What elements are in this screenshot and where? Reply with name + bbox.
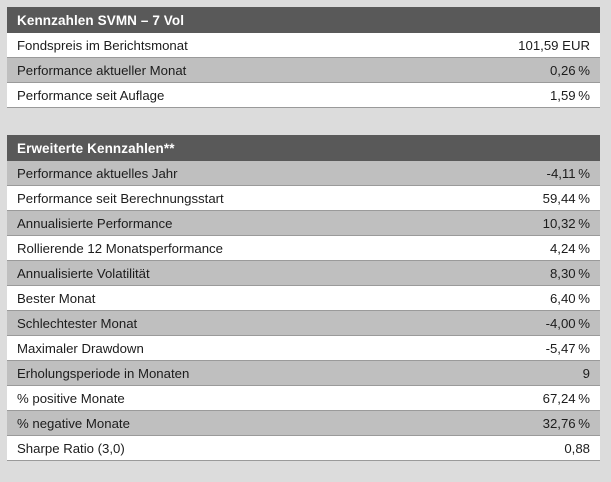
row-value: 4,24 % [549, 240, 590, 256]
table-row: Annualisierte Performance 10,32 % [7, 211, 600, 236]
row-value: 0,88 [564, 440, 590, 456]
table-row: % positive Monate 67,24 % [7, 386, 600, 411]
row-value: -4,11 % [546, 165, 590, 181]
table-row: Performance aktueller Monat 0,26 % [7, 58, 600, 83]
table-row: Fondspreis im Berichtsmonat 101,59 EUR [7, 33, 600, 58]
row-value: -5,47 % [545, 340, 590, 356]
table-row: Performance seit Berechnungsstart 59,44 % [7, 186, 600, 211]
row-label: Annualisierte Volatilität [17, 265, 150, 281]
row-label: Performance aktuelles Jahr [17, 165, 178, 181]
row-value: 67,24 % [542, 390, 590, 406]
row-label: Performance aktueller Monat [17, 62, 187, 78]
row-label: Maximaler Drawdown [17, 340, 144, 356]
row-label: Sharpe Ratio (3,0) [17, 440, 125, 456]
erweiterte-kennzahlen-table: Erweiterte Kennzahlen** Performance aktu… [7, 135, 600, 461]
table-row: Rollierende 12 Monatsperformance 4,24 % [7, 236, 600, 261]
row-label: Fondspreis im Berichtsmonat [17, 37, 188, 53]
row-value: 0,26 % [549, 62, 590, 78]
row-label: Annualisierte Performance [17, 215, 173, 231]
row-value: 1,59 % [549, 87, 590, 103]
row-label: % negative Monate [17, 415, 130, 431]
row-label: % positive Monate [17, 390, 125, 406]
row-value: 32,76 % [542, 415, 590, 431]
table-row: Sharpe Ratio (3,0) 0,88 [7, 436, 600, 461]
row-value: 101,59 EUR [518, 37, 590, 53]
row-value: 59,44 % [542, 190, 590, 206]
table-row: Maximaler Drawdown -5,47 % [7, 336, 600, 361]
table-row: Erholungsperiode in Monaten 9 [7, 361, 600, 386]
row-value: 9 [582, 365, 590, 381]
row-value: 6,40 % [549, 290, 590, 306]
row-value: 10,32 % [542, 215, 590, 231]
row-label: Performance seit Berechnungsstart [17, 190, 224, 206]
row-label: Performance seit Auflage [17, 87, 165, 103]
table-row: % negative Monate 32,76 % [7, 411, 600, 436]
row-label: Rollierende 12 Monatsperformance [17, 240, 223, 256]
row-label: Erholungsperiode in Monaten [17, 365, 190, 381]
table-row: Annualisierte Volatilität 8,30 % [7, 261, 600, 286]
table-row: Schlechtester Monat -4,00 % [7, 311, 600, 336]
kennzahlen-table-rows: Fondspreis im Berichtsmonat 101,59 EUR Per… [7, 33, 600, 108]
erweiterte-kennzahlen-table-rows: Performance aktuelles Jahr -4,11 % Perform… [7, 161, 600, 461]
row-label: Schlechtester Monat [17, 315, 138, 331]
table-row: Performance seit Auflage 1,59 % [7, 83, 600, 108]
kennzahlen-table-header: Kennzahlen SVMN – 7 Vol [7, 7, 600, 33]
table-row: Performance aktuelles Jahr -4,11 % [7, 161, 600, 186]
erweiterte-kennzahlen-table-header: Erweiterte Kennzahlen** [7, 135, 600, 161]
kennzahlen-table: Kennzahlen SVMN – 7 Vol Fondspreis im Be… [7, 7, 600, 108]
row-label: Bester Monat [17, 290, 96, 306]
row-value: -4,00 % [545, 315, 590, 331]
table-row: Bester Monat 6,40 % [7, 286, 600, 311]
row-value: 8,30 % [549, 265, 590, 281]
